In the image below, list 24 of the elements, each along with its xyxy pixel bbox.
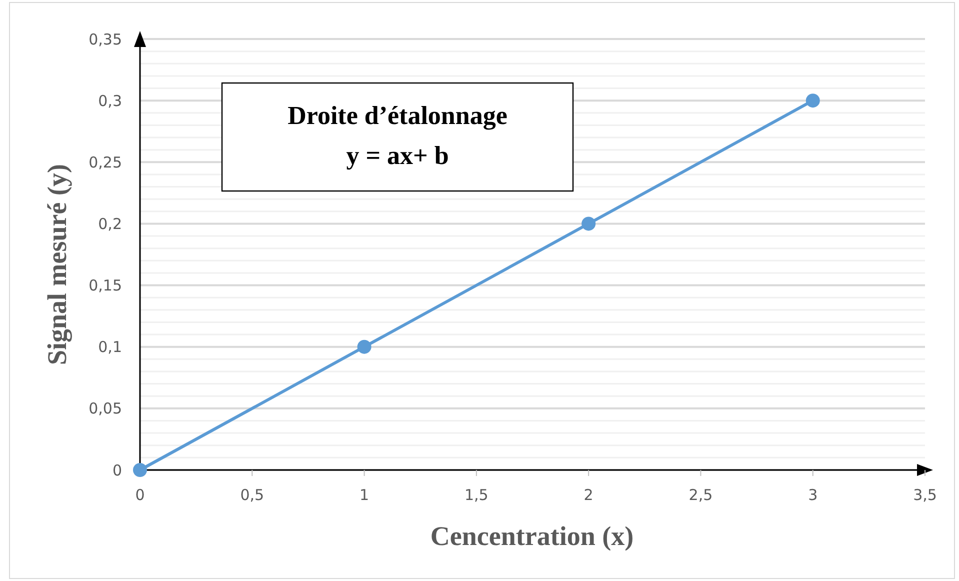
y-tick-label: 0,35 (88, 30, 122, 48)
x-tick-label: 0,5 (240, 486, 264, 504)
y-tick-label: 0,1 (98, 338, 122, 356)
y-axis-title: Signal mesuré (y) (42, 164, 72, 365)
x-tick-label: 3,5 (913, 486, 937, 504)
x-tick-label: 1,5 (464, 486, 488, 504)
text: Droite d’étalonnage (288, 101, 508, 130)
y-tick-label: 0,15 (88, 276, 122, 295)
x-tick-label: 3 (808, 486, 818, 504)
x-tick-label: 2 (584, 486, 594, 504)
point (133, 463, 147, 477)
y-tick-label: 0,25 (88, 153, 122, 172)
x-tick-label: 0 (135, 486, 145, 504)
x-tick-label: 1 (360, 486, 370, 504)
x-tick-label: 2,5 (688, 486, 713, 504)
y-tick-label: 0,05 (88, 400, 122, 418)
point (357, 340, 372, 354)
point (806, 94, 820, 108)
y-tick-label: 0,2 (98, 214, 122, 233)
x-axis-title: Cencentration (x) (430, 521, 634, 551)
text: y = ax+ b (346, 141, 449, 170)
y-tick-label: 0 (112, 461, 122, 480)
y-tick-label: 0,3 (98, 92, 122, 110)
point (582, 216, 596, 231)
